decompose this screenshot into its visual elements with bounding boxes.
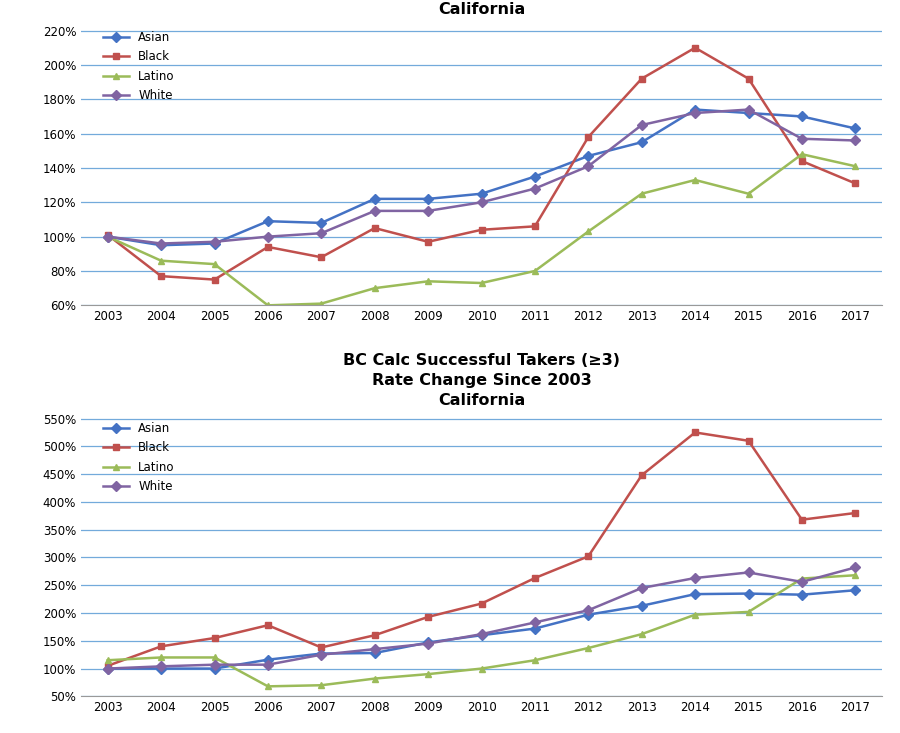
Asian [850, 124, 860, 133]
Line: Asian: Asian [104, 586, 859, 672]
Black [103, 231, 113, 240]
White [689, 574, 700, 583]
Asian [209, 664, 220, 673]
Black [209, 275, 220, 284]
Black [850, 509, 860, 517]
White [476, 198, 487, 207]
Asian [583, 611, 594, 619]
Black [423, 613, 434, 622]
Black [689, 43, 700, 52]
Black [316, 253, 327, 262]
Asian [316, 218, 327, 227]
Latino [476, 279, 487, 287]
Black [529, 222, 540, 231]
Black [263, 621, 274, 630]
Latino [476, 664, 487, 673]
Latino [263, 301, 274, 310]
Latino [103, 232, 113, 241]
Latino [796, 150, 807, 158]
Black [156, 272, 166, 281]
Asian [263, 655, 274, 664]
Latino [423, 277, 434, 286]
Line: Asian: Asian [104, 106, 859, 248]
White [316, 650, 327, 659]
Asian [796, 112, 807, 121]
Latino [636, 630, 647, 638]
Asian [529, 172, 540, 181]
White [583, 162, 594, 171]
Black [476, 225, 487, 234]
White [796, 134, 807, 143]
Latino [689, 176, 700, 185]
Asian [743, 108, 754, 117]
White [636, 583, 647, 592]
Latino [316, 299, 327, 308]
Line: Black: Black [104, 429, 859, 669]
White [689, 108, 700, 117]
Black [636, 74, 647, 83]
Latino [529, 656, 540, 665]
Latino [636, 189, 647, 198]
Black [743, 74, 754, 83]
Latino [850, 571, 860, 580]
Latino [850, 162, 860, 171]
Black [369, 631, 380, 640]
Asian [209, 239, 220, 248]
Asian [850, 586, 860, 594]
Black [689, 428, 700, 437]
Latino [369, 674, 380, 683]
Asian [103, 232, 113, 241]
Asian [423, 194, 434, 203]
White [209, 237, 220, 246]
Latino [796, 574, 807, 583]
Asian [636, 138, 647, 147]
Latino [743, 608, 754, 616]
Line: White: White [104, 106, 859, 247]
White [316, 229, 327, 237]
Latino [316, 681, 327, 690]
Latino [423, 670, 434, 679]
Black [583, 133, 594, 141]
White [423, 639, 434, 648]
White [743, 568, 754, 577]
White [369, 645, 380, 654]
White [156, 239, 166, 248]
White [369, 207, 380, 216]
White [850, 563, 860, 572]
White [103, 664, 113, 673]
Asian [689, 590, 700, 599]
Legend: Asian, Black, Latino, White: Asian, Black, Latino, White [103, 31, 175, 102]
Line: Latino: Latino [104, 572, 859, 690]
Black [529, 574, 540, 583]
Asian [476, 631, 487, 640]
Black [796, 157, 807, 166]
Asian [743, 589, 754, 598]
Asian [156, 241, 166, 250]
Latino [209, 259, 220, 268]
Black [796, 515, 807, 524]
Asian [156, 664, 166, 673]
Line: Black: Black [104, 44, 859, 283]
Black [103, 661, 113, 670]
White [156, 662, 166, 671]
White [529, 184, 540, 193]
Asian [263, 217, 274, 226]
Latino [103, 656, 113, 665]
Asian [476, 189, 487, 198]
Black [156, 642, 166, 651]
Black [263, 243, 274, 251]
Asian [583, 152, 594, 161]
Asian [369, 194, 380, 203]
White [263, 660, 274, 669]
Legend: Asian, Black, Latino, White: Asian, Black, Latino, White [103, 421, 175, 493]
Asian [529, 625, 540, 633]
White [263, 232, 274, 241]
Black [850, 179, 860, 188]
Title: AB Calc Successful Takers (≥3)
Rate Change Since 2003
California: AB Calc Successful Takers (≥3) Rate Chan… [343, 0, 620, 17]
Black [636, 471, 647, 479]
Latino [583, 227, 594, 236]
Latino [583, 644, 594, 652]
Black [316, 643, 327, 652]
White [476, 630, 487, 638]
Latino [689, 611, 700, 619]
